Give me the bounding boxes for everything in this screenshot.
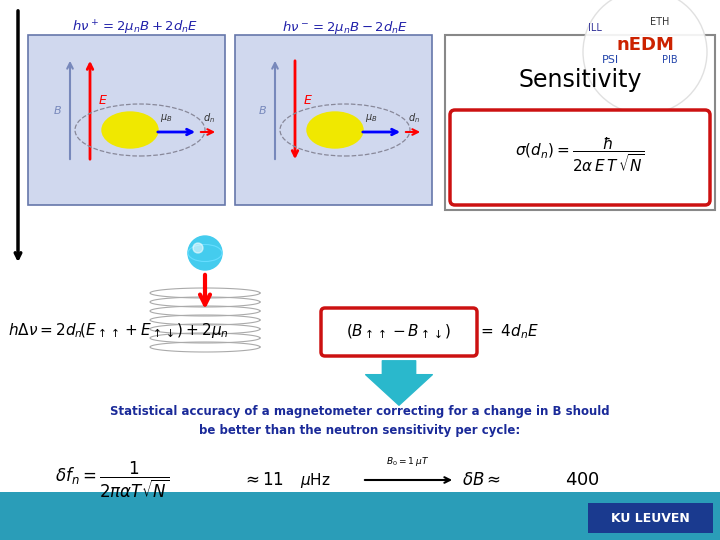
- Text: nEDM: nEDM: [616, 36, 674, 54]
- Text: $\mu$Hz: $\mu$Hz: [300, 470, 330, 489]
- Text: ILL: ILL: [588, 23, 602, 33]
- Text: $B_0{=}1\;\mu T$: $B_0{=}1\;\mu T$: [386, 455, 430, 468]
- Text: $=\;4d_n E$: $=\;4d_n E$: [478, 322, 539, 341]
- Bar: [588, 503, 713, 533]
- Text: $B$: $B$: [53, 104, 62, 116]
- Ellipse shape: [102, 112, 158, 148]
- Text: Statistical accuracy of a magnetometer correcting for a change in B should: Statistical accuracy of a magnetometer c…: [110, 405, 610, 418]
- Circle shape: [188, 236, 222, 270]
- Circle shape: [193, 243, 203, 253]
- FancyBboxPatch shape: [450, 110, 710, 205]
- FancyBboxPatch shape: [321, 308, 477, 356]
- Bar: [235, 35, 432, 205]
- Text: $h\nu^- = 2\mu_n B - 2d_n E$: $h\nu^- = 2\mu_n B - 2d_n E$: [282, 19, 408, 37]
- FancyArrowPatch shape: [366, 361, 432, 405]
- Text: $\sigma(d_n) = \dfrac{\hbar}{2\alpha\,E\,T\,\sqrt{N}}$: $\sigma(d_n) = \dfrac{\hbar}{2\alpha\,E\…: [515, 136, 645, 174]
- Text: $\mu_B$: $\mu_B$: [160, 112, 173, 124]
- Text: ETH: ETH: [650, 17, 670, 27]
- Text: be better than the neutron sensitivity per cycle:: be better than the neutron sensitivity p…: [199, 424, 521, 437]
- Circle shape: [583, 0, 707, 114]
- Text: $\delta f_n = \dfrac{1}{2\pi\alpha T\sqrt{N}}$: $\delta f_n = \dfrac{1}{2\pi\alpha T\sqr…: [55, 460, 169, 500]
- Bar: [0, 492, 720, 540]
- Text: $d_n$: $d_n$: [203, 111, 215, 125]
- Text: $h\Delta\nu = 2d_n\!\left(E_{\uparrow\uparrow}+E_{\uparrow\downarrow}\right)+2\m: $h\Delta\nu = 2d_n\!\left(E_{\uparrow\up…: [8, 321, 229, 340]
- Text: $\mu_B$: $\mu_B$: [365, 112, 377, 124]
- Text: $E$: $E$: [303, 93, 313, 106]
- Bar: [445, 35, 715, 210]
- Text: PSI: PSI: [601, 55, 618, 65]
- Text: KU LEUVEN: KU LEUVEN: [611, 511, 689, 524]
- Text: $B$: $B$: [258, 104, 267, 116]
- Text: $\approx 11$: $\approx 11$: [242, 471, 284, 489]
- Text: PIB: PIB: [662, 55, 678, 65]
- Text: $h\nu^+ = 2\mu_n B + 2d_n E$: $h\nu^+ = 2\mu_n B + 2d_n E$: [72, 19, 198, 37]
- Text: $\delta B \approx$: $\delta B \approx$: [462, 471, 501, 489]
- Text: $\left(B_{\uparrow\uparrow}-B_{\uparrow\downarrow}\right)$: $\left(B_{\uparrow\uparrow}-B_{\uparrow\…: [346, 323, 451, 341]
- Text: $d_n$: $d_n$: [408, 111, 420, 125]
- Text: $E$: $E$: [98, 93, 108, 106]
- Text: $400$: $400$: [565, 471, 600, 489]
- Ellipse shape: [307, 112, 363, 148]
- Text: Sensitivity: Sensitivity: [518, 68, 642, 92]
- Bar: [28, 35, 225, 205]
